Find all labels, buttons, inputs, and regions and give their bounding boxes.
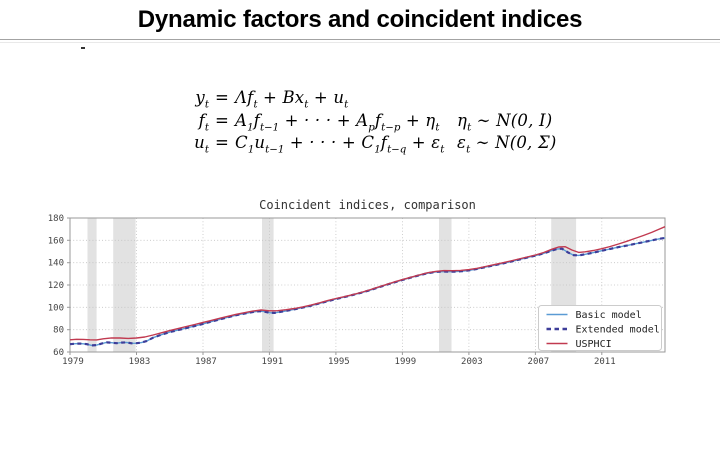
x-tick-label: 2007 xyxy=(528,357,550,367)
series-extended-model xyxy=(69,236,666,347)
y-tick-label: 140 xyxy=(48,259,64,269)
equation-row-3: ut = C1ut−1 + · · · + C1ft−q + εt εt ∼ N(0,… xyxy=(187,132,607,155)
x-tick-label: 1995 xyxy=(328,357,350,367)
legend-label-usphci: USPHCI xyxy=(576,339,612,350)
legend-box xyxy=(538,305,662,351)
x-tick-label: 2003 xyxy=(461,357,483,367)
eq-rhs: A1ft−1 + · · · + Apft−p + ηt xyxy=(235,110,440,133)
series-usphci xyxy=(69,226,666,341)
eq-rhs: Λft + Bxt + ut xyxy=(235,88,349,111)
x-tick-label: 1999 xyxy=(395,357,417,367)
equation-row-1: yt = Λft + Bxt + ut xyxy=(187,87,607,110)
recession-band xyxy=(262,218,274,352)
recession-band xyxy=(113,218,136,352)
y-tick-label: 100 xyxy=(48,303,64,313)
bullet-dash xyxy=(81,47,85,49)
title-divider xyxy=(0,39,720,43)
eq-distribution: εt ∼ N(0, Σ) xyxy=(457,133,557,156)
eq-lhs: yt xyxy=(195,88,209,111)
plot-frame xyxy=(69,217,666,353)
chart-title: Coincident indices, comparison xyxy=(259,198,476,212)
eq-rhs: C1ut−1 + · · · + C1ft−q + εt xyxy=(235,133,445,156)
y-tick-label: 60 xyxy=(53,348,64,358)
x-tick-label: 1987 xyxy=(195,357,217,367)
y-tick-label: 120 xyxy=(48,281,64,291)
x-tick-label: 1991 xyxy=(262,357,284,367)
coincident-indices-chart: 60 80 100 120 140 160 180 1979 1983 1987 1991 1995 1… xyxy=(0,193,720,370)
eq-lhs: ut xyxy=(194,133,209,156)
equation-row-2: ft = A1ft−1 + · · · + Apft−p + ηt ηt ∼ N(0,… xyxy=(187,110,607,133)
chart-svg: 60 80 100 120 140 160 180 1979 1983 1987 1991 1995 1… xyxy=(48,198,666,367)
x-tick-label: 1979 xyxy=(62,357,84,367)
x-tick-label: 1983 xyxy=(129,357,151,367)
eq-lhs: ft xyxy=(198,110,209,133)
x-tick-label: 2011 xyxy=(594,357,616,367)
eq-equals: = xyxy=(214,88,230,107)
eq-equals: = xyxy=(214,110,230,130)
legend-label-extended-model: Extended model xyxy=(576,325,660,336)
slide-title: Dynamic factors and coincident indices xyxy=(137,6,583,33)
eq-distribution: ηt ∼ N(0, I) xyxy=(457,110,553,133)
legend-label-basic-model: Basic model xyxy=(576,310,642,321)
recession-band xyxy=(87,218,97,352)
y-tick-label: 160 xyxy=(48,236,64,246)
eq-equals: = xyxy=(214,133,230,152)
y-tick-label: 180 xyxy=(48,214,64,224)
y-tick-label: 80 xyxy=(53,326,64,336)
equation-block: yt = Λft + Bxt + ut ft = A1ft−1 + · · · + Apf… xyxy=(187,87,607,155)
